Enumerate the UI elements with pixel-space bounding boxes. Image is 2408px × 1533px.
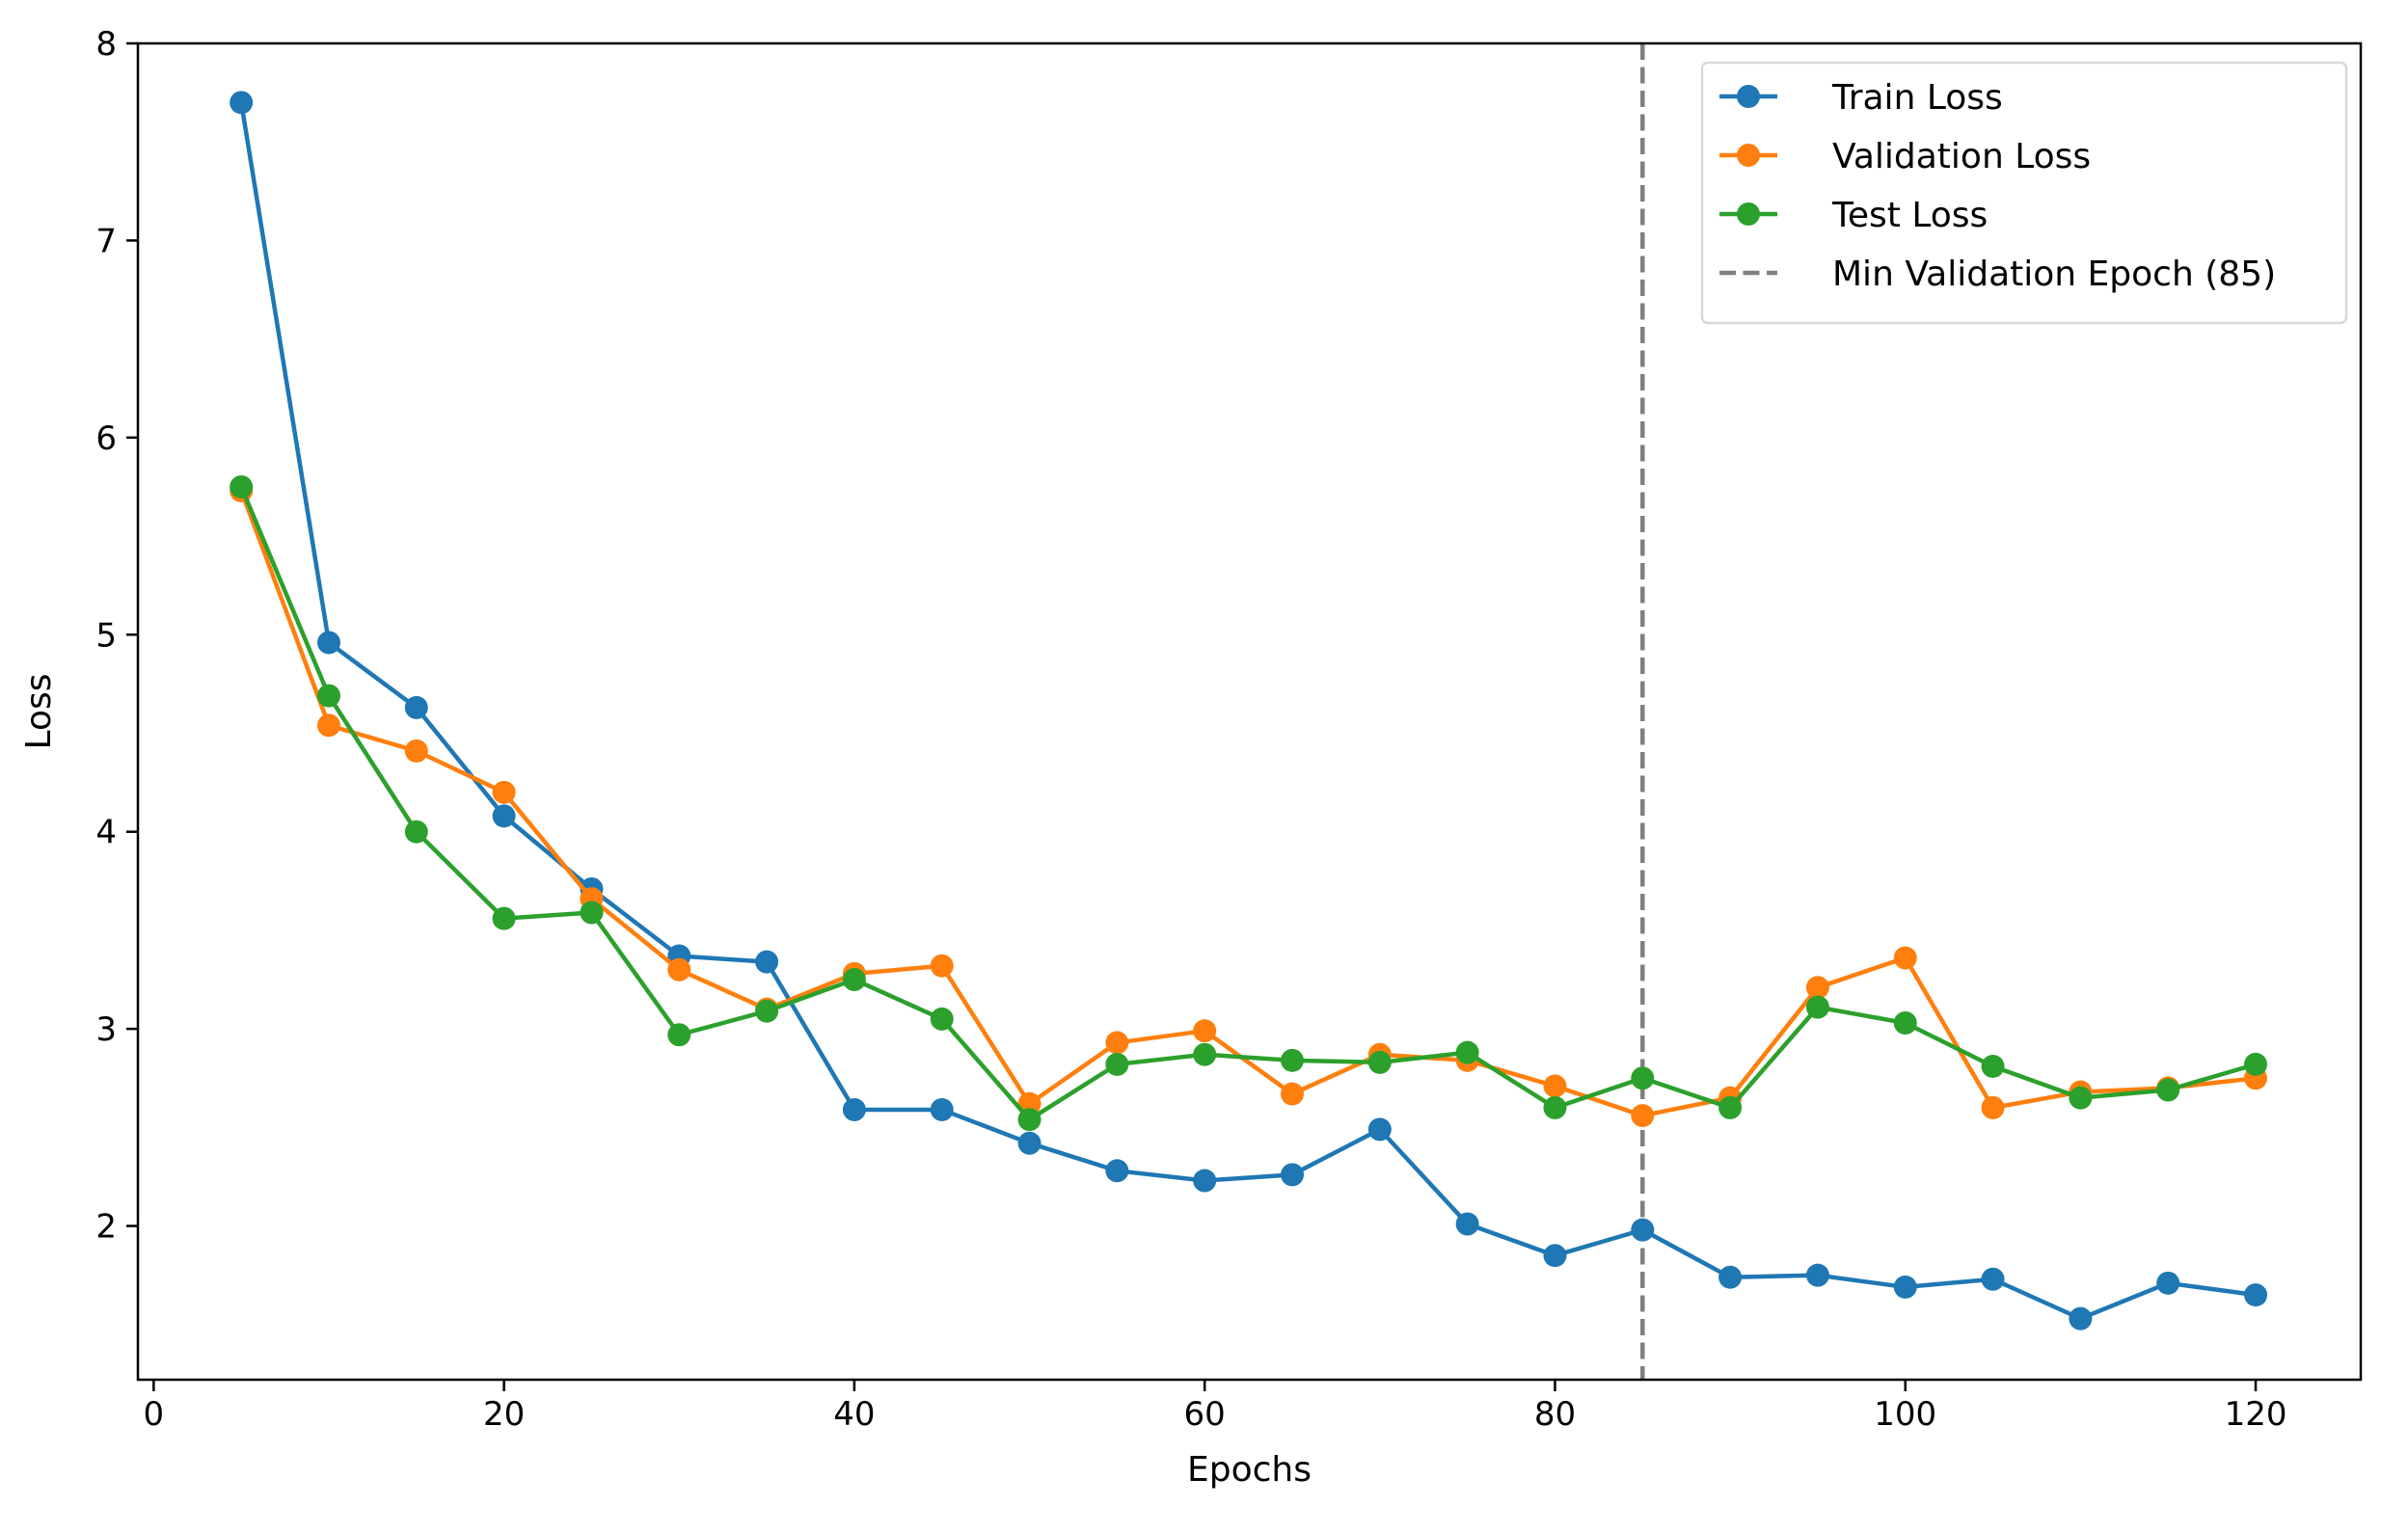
train-loss-point (2244, 1283, 2268, 1307)
test-loss-point (1981, 1054, 2005, 1078)
y-tick-label: 7 (95, 222, 117, 260)
legend-label-test-loss: Test Loss (1831, 196, 1988, 235)
train-loss-point (230, 91, 254, 115)
y-tick-label: 4 (95, 814, 117, 852)
train-loss-point (1105, 1159, 1129, 1183)
validation-loss-point (492, 780, 516, 804)
test-loss-point (755, 999, 779, 1023)
x-tick-label: 20 (483, 1395, 525, 1434)
train-loss-point (1367, 1117, 1392, 1142)
x-tick-label: 0 (144, 1395, 165, 1434)
test-loss-point (492, 906, 516, 930)
train-loss-point (930, 1097, 954, 1121)
test-loss-point (930, 1007, 954, 1031)
x-tick-label: 100 (1874, 1395, 1936, 1434)
validation-loss-point (1105, 1031, 1129, 1055)
test-loss-point (2156, 1078, 2180, 1102)
test-loss-point (404, 820, 428, 844)
test-loss-point (842, 968, 866, 992)
x-axis-label: Epochs (1187, 1450, 1312, 1490)
test-loss-point (1455, 1040, 1479, 1064)
legend-label-train-loss: Train Loss (1831, 78, 2003, 118)
train-loss-point (842, 1097, 866, 1121)
x-tick-label: 40 (833, 1395, 875, 1434)
y-tick-label: 2 (95, 1208, 117, 1247)
test-loss-point (580, 901, 604, 925)
x-tick-label: 60 (1184, 1395, 1226, 1434)
train-loss-point (2069, 1306, 2093, 1331)
validation-loss-point (316, 713, 340, 738)
train-loss-point (2156, 1271, 2180, 1295)
train-loss-point (1718, 1265, 1743, 1289)
test-loss-point (1017, 1108, 1042, 1132)
test-loss-point (1631, 1066, 1655, 1090)
x-tick-label: 80 (1534, 1395, 1576, 1434)
train-loss-point (1193, 1169, 1217, 1193)
train-loss-point (1455, 1212, 1479, 1236)
validation-loss-point (1981, 1095, 2005, 1119)
test-loss-point (230, 474, 254, 498)
train-loss-point (1281, 1163, 1305, 1187)
x-tick-label: 120 (2225, 1395, 2287, 1434)
test-loss-line (238, 484, 2259, 1122)
train-loss-point (1981, 1267, 2005, 1291)
test-loss-point (1893, 1010, 1917, 1035)
train-loss-point (1543, 1244, 1567, 1268)
validation-loss-point (1543, 1074, 1567, 1098)
plot-frame (136, 41, 2363, 1382)
test-loss-point (1367, 1050, 1392, 1074)
test-loss-point (1718, 1095, 1743, 1119)
axes: 0 20 40 60 80 100 120 2 3 4 5 6 7 8 (95, 25, 2363, 1434)
train-loss-point (492, 804, 516, 828)
train-loss-point (1893, 1275, 1917, 1299)
train-loss-point (1631, 1218, 1655, 1242)
train-loss-line (238, 99, 2259, 1321)
plot-area (230, 43, 2268, 1380)
validation-loss-point (1193, 1019, 1217, 1043)
y-tick-label: 3 (95, 1010, 117, 1049)
train-loss-point (1805, 1263, 1829, 1287)
validation-loss-point (1281, 1082, 1305, 1106)
validation-loss-point (404, 739, 428, 763)
train-loss-point (1017, 1131, 1042, 1155)
validation-loss-line (238, 488, 2259, 1118)
legend: Train Loss Validation Loss Test Loss Min Va… (1700, 61, 2348, 325)
train-loss-point (404, 695, 428, 719)
legend-handle-test-loss (1719, 202, 1777, 226)
legend-handle-validation-loss (1719, 144, 1777, 167)
validation-loss-point (1631, 1104, 1655, 1128)
test-loss-point (667, 1023, 691, 1047)
y-tick-label: 8 (95, 25, 117, 64)
test-loss-point (2069, 1086, 2093, 1110)
validation-loss-point (1893, 946, 1917, 970)
train-loss-point (316, 631, 340, 655)
test-loss-point (1193, 1042, 1217, 1066)
test-loss-point (316, 684, 340, 708)
test-loss-point (2244, 1052, 2268, 1076)
test-loss-point (1805, 995, 1829, 1019)
y-axis-label: Loss (19, 674, 59, 750)
y-tick-label: 6 (95, 419, 117, 458)
test-loss-point (1105, 1052, 1129, 1076)
validation-loss-point (1805, 976, 1829, 1000)
test-loss-point (1281, 1048, 1305, 1072)
legend-handle-train-loss (1719, 85, 1777, 108)
validation-loss-point (930, 954, 954, 978)
y-tick-label: 5 (95, 616, 117, 655)
legend-box (1700, 61, 2348, 325)
train-loss-point (755, 950, 779, 974)
legend-label-min-validation-epoch-85-: Min Validation Epoch (85) (1832, 255, 2276, 294)
legend-label-validation-loss: Validation Loss (1832, 137, 2091, 176)
validation-loss-point (667, 957, 691, 982)
test-loss-point (1543, 1095, 1567, 1119)
